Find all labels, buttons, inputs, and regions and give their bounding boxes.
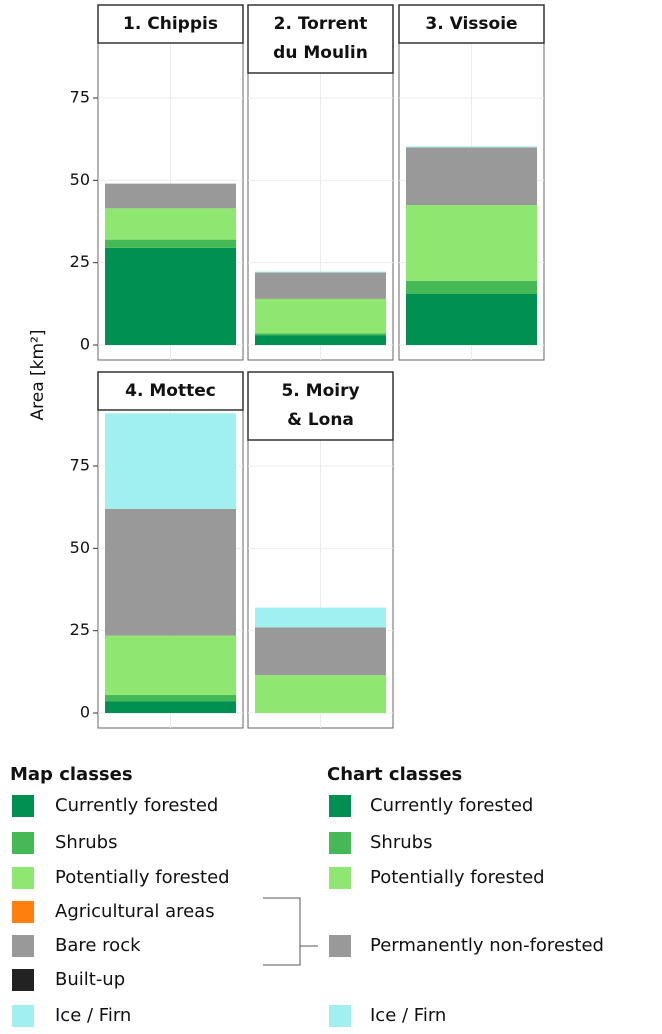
bar-segment <box>105 508 236 636</box>
y-tick-label: 75 <box>70 87 90 106</box>
legend-swatch <box>12 1005 34 1027</box>
bar-segment <box>255 333 386 336</box>
y-tick-label: 50 <box>70 170 90 189</box>
legend-swatch <box>329 1005 351 1027</box>
legend-label: Currently forested <box>370 795 533 816</box>
legend-swatch <box>12 901 34 923</box>
y-tick-label: 25 <box>70 252 90 271</box>
facet-label: 2. Torrent <box>274 14 368 34</box>
legend-swatch <box>12 795 34 817</box>
y-tick-label: 0 <box>80 703 90 722</box>
legend-bracket <box>263 897 318 966</box>
y-tick-label: 50 <box>70 538 90 557</box>
bar-segment <box>406 293 537 346</box>
y-tick-label: 0 <box>80 335 90 354</box>
bar-segment <box>255 335 386 346</box>
facet-label: & Lona <box>287 410 354 430</box>
legend-swatch <box>12 832 34 854</box>
legend-label: Potentially forested <box>370 867 545 888</box>
bar-segment <box>255 271 386 273</box>
bracket <box>263 897 301 966</box>
bar-segment <box>105 694 236 702</box>
bar-segment <box>406 147 537 206</box>
legend-swatch <box>329 867 351 889</box>
legend-swatch <box>12 867 34 889</box>
bar-segment <box>105 208 236 240</box>
legend-swatch <box>12 935 34 957</box>
strip <box>97 4 244 44</box>
bar-segment <box>406 146 537 148</box>
facet-label: 3. Vissoie <box>425 14 517 34</box>
bar-segment <box>105 413 236 509</box>
legend-swatch <box>329 795 351 817</box>
strip <box>97 371 244 411</box>
legend-label: Potentially forested <box>55 867 230 888</box>
legend-label: Bare rock <box>55 935 141 956</box>
legend-label: Currently forested <box>55 795 218 816</box>
facet-label: 1. Chippis <box>123 14 218 34</box>
bar-segment <box>105 247 236 346</box>
bar-segment <box>255 272 386 299</box>
legend-title: Map classes <box>10 764 133 785</box>
legend-label: Shrubs <box>55 832 117 853</box>
bar-segment <box>105 183 236 209</box>
legend-label: Permanently non-forested <box>370 935 604 956</box>
legend-label: Shrubs <box>370 832 432 853</box>
bar-segment <box>105 635 236 695</box>
facet-label: 4. Mottec <box>125 381 216 401</box>
legend-swatch <box>329 832 351 854</box>
bar-segment <box>255 607 386 628</box>
bar-segment <box>406 280 537 294</box>
bar-segment <box>255 627 386 676</box>
legend-label: Agricultural areas <box>55 901 215 922</box>
y-tick-label: 75 <box>70 455 90 474</box>
legend-label: Built-up <box>55 969 125 990</box>
bar-segment <box>105 701 236 714</box>
bar-segment <box>255 675 386 714</box>
strip <box>247 371 394 441</box>
y-axis-label: Area [km²] <box>28 329 48 420</box>
bar-segment <box>406 205 537 281</box>
legend-swatch <box>12 969 34 991</box>
strip <box>247 4 394 74</box>
legend-label: Ice / Firn <box>370 1005 446 1026</box>
facet-label: du Moulin <box>273 43 368 63</box>
legend-swatch <box>329 935 351 957</box>
legend-title: Chart classes <box>327 764 462 785</box>
legend-label: Ice / Firn <box>55 1005 131 1026</box>
strip <box>398 4 545 44</box>
bar-segment <box>105 239 236 248</box>
y-tick-label: 25 <box>70 620 90 639</box>
bar-segment <box>255 298 386 334</box>
facet-label: 5. Moiry <box>281 381 359 401</box>
